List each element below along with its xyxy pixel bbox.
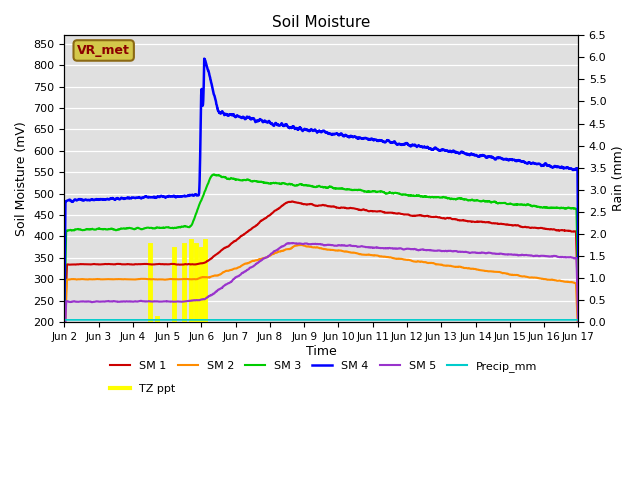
Y-axis label: Soil Moisture (mV): Soil Moisture (mV)	[15, 121, 28, 236]
Title: Soil Moisture: Soil Moisture	[272, 15, 371, 30]
Legend: TZ ppt: TZ ppt	[106, 379, 180, 398]
Y-axis label: Rain (mm): Rain (mm)	[612, 146, 625, 212]
X-axis label: Time: Time	[306, 345, 337, 358]
Text: VR_met: VR_met	[77, 44, 130, 57]
